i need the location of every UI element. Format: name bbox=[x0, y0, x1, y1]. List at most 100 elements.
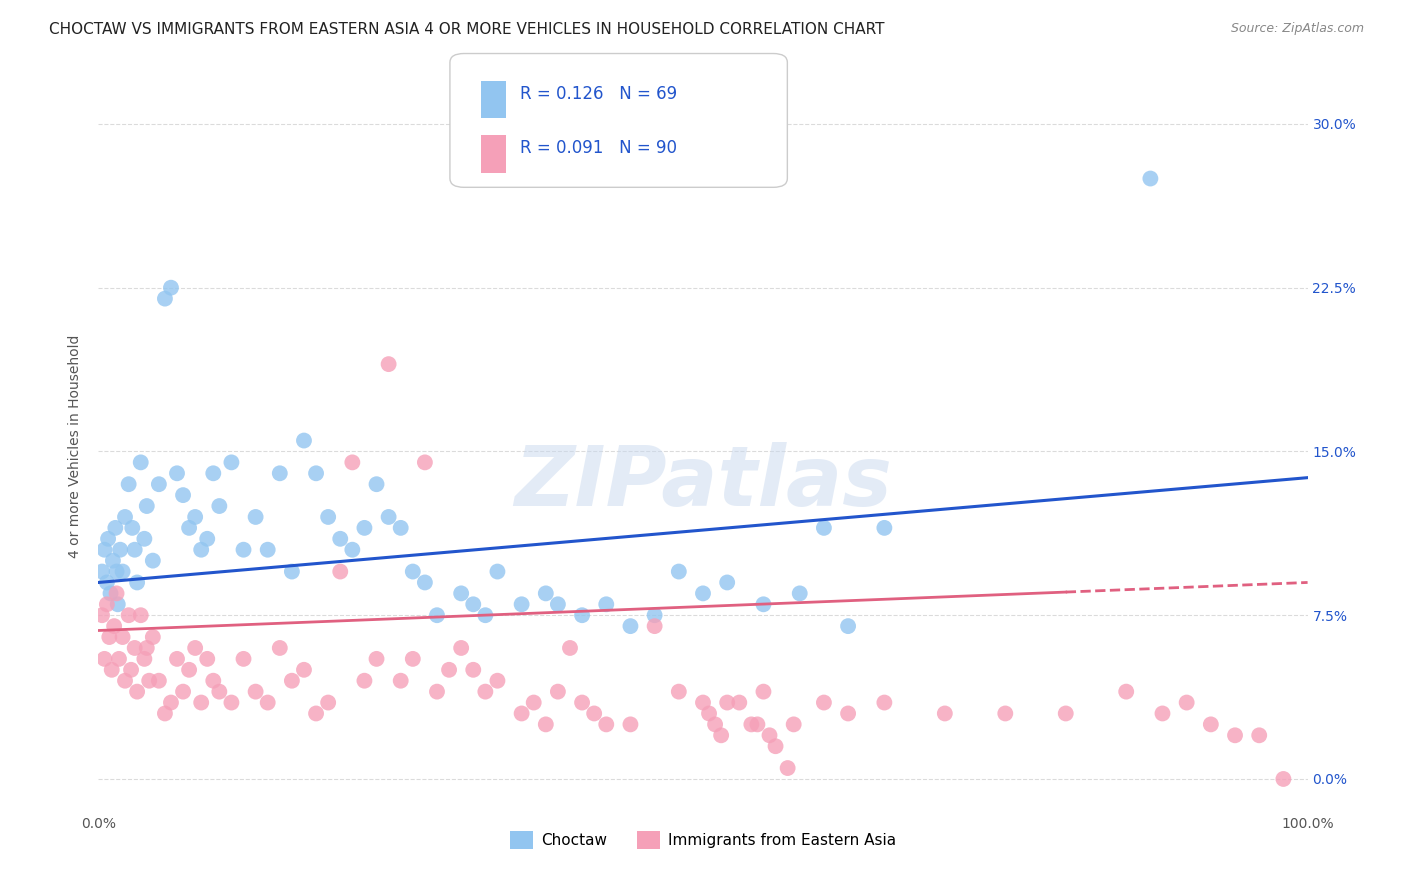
Point bbox=[118, 608, 141, 623]
Point bbox=[91, 565, 114, 579]
Point bbox=[221, 455, 243, 469]
Point bbox=[789, 586, 811, 600]
Point bbox=[184, 510, 207, 524]
Point bbox=[129, 608, 152, 623]
Point bbox=[366, 652, 388, 666]
Legend: Choctaw, Immigrants from Eastern Asia: Choctaw, Immigrants from Eastern Asia bbox=[503, 824, 903, 855]
Point bbox=[366, 477, 388, 491]
Point bbox=[437, 663, 460, 677]
Point bbox=[134, 652, 156, 666]
Point bbox=[1223, 728, 1246, 742]
Point bbox=[256, 542, 278, 557]
Point bbox=[402, 565, 425, 579]
Point bbox=[704, 717, 727, 731]
Point bbox=[389, 521, 412, 535]
Point bbox=[135, 499, 157, 513]
Point bbox=[96, 575, 118, 590]
Point bbox=[269, 467, 291, 481]
Point bbox=[1249, 728, 1271, 742]
Point bbox=[413, 455, 436, 469]
Text: Source: ZipAtlas.com: Source: ZipAtlas.com bbox=[1230, 22, 1364, 36]
Point bbox=[873, 521, 896, 535]
Point bbox=[1199, 717, 1222, 731]
Point bbox=[534, 586, 557, 600]
Point bbox=[644, 619, 666, 633]
Point bbox=[474, 684, 496, 698]
Point bbox=[377, 357, 399, 371]
Point bbox=[837, 706, 859, 721]
Point bbox=[142, 630, 165, 644]
Point bbox=[813, 696, 835, 710]
Point bbox=[534, 717, 557, 731]
Point bbox=[292, 434, 315, 448]
Point bbox=[121, 521, 143, 535]
Point bbox=[752, 597, 775, 611]
Point bbox=[413, 575, 436, 590]
Point bbox=[316, 696, 339, 710]
Point bbox=[934, 706, 956, 721]
Point bbox=[450, 640, 472, 655]
Point bbox=[329, 532, 352, 546]
Point bbox=[547, 684, 569, 698]
Point bbox=[644, 608, 666, 623]
Point bbox=[571, 608, 593, 623]
Text: CHOCTAW VS IMMIGRANTS FROM EASTERN ASIA 4 OR MORE VEHICLES IN HOUSEHOLD CORRELAT: CHOCTAW VS IMMIGRANTS FROM EASTERN ASIA … bbox=[49, 22, 884, 37]
Point bbox=[269, 640, 291, 655]
Point bbox=[305, 706, 328, 721]
Point bbox=[129, 455, 152, 469]
Point bbox=[245, 510, 267, 524]
Text: R = 0.091   N = 90: R = 0.091 N = 90 bbox=[520, 139, 678, 157]
Y-axis label: 4 or more Vehicles in Household: 4 or more Vehicles in Household bbox=[69, 334, 83, 558]
Point bbox=[377, 510, 399, 524]
Point bbox=[172, 488, 194, 502]
Point bbox=[166, 467, 188, 481]
Point bbox=[103, 619, 125, 633]
Point bbox=[91, 608, 114, 623]
Point bbox=[166, 652, 188, 666]
Point bbox=[281, 565, 304, 579]
Point bbox=[486, 673, 509, 688]
Point bbox=[120, 663, 142, 677]
Point bbox=[692, 586, 714, 600]
Point bbox=[463, 663, 485, 677]
Point bbox=[245, 684, 267, 698]
Point bbox=[668, 684, 690, 698]
Point bbox=[184, 640, 207, 655]
Point bbox=[510, 706, 533, 721]
Point bbox=[873, 696, 896, 710]
Point bbox=[96, 597, 118, 611]
Point bbox=[463, 597, 485, 611]
Point bbox=[692, 696, 714, 710]
Point bbox=[127, 684, 149, 698]
Point bbox=[107, 597, 129, 611]
Point bbox=[571, 696, 593, 710]
Point bbox=[1139, 171, 1161, 186]
Point bbox=[486, 565, 509, 579]
Point bbox=[595, 717, 617, 731]
Point bbox=[342, 455, 364, 469]
Point bbox=[105, 565, 128, 579]
Point bbox=[426, 608, 449, 623]
Point bbox=[353, 521, 375, 535]
Point bbox=[148, 673, 170, 688]
Point bbox=[111, 565, 134, 579]
Point bbox=[108, 652, 131, 666]
Point bbox=[195, 652, 218, 666]
Point bbox=[595, 597, 617, 611]
Point bbox=[114, 510, 136, 524]
Point bbox=[292, 663, 315, 677]
Point bbox=[1272, 772, 1295, 786]
Point bbox=[305, 467, 328, 481]
Point bbox=[1054, 706, 1077, 721]
Point bbox=[752, 684, 775, 698]
Point bbox=[994, 706, 1017, 721]
Point bbox=[202, 467, 225, 481]
Point bbox=[740, 717, 762, 731]
Point bbox=[1175, 696, 1198, 710]
Point bbox=[93, 542, 115, 557]
Point bbox=[127, 575, 149, 590]
Point bbox=[114, 673, 136, 688]
Point bbox=[124, 640, 146, 655]
Point bbox=[221, 696, 243, 710]
Point bbox=[402, 652, 425, 666]
